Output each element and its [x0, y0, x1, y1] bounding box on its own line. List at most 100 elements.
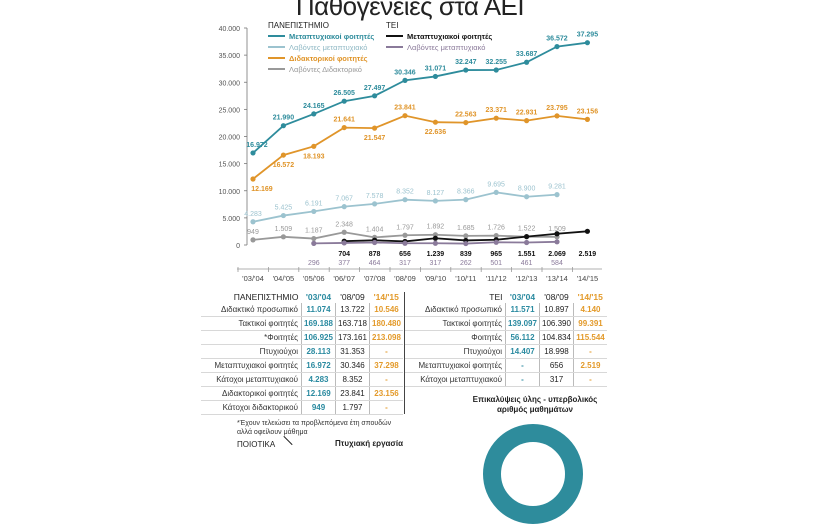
data-point	[280, 123, 286, 129]
data-point	[524, 59, 530, 65]
data-point	[311, 143, 317, 149]
arrow-line	[283, 435, 293, 446]
donut-chart	[483, 424, 583, 524]
university-table: ΠΑΝΕΠΙΣΤΗΜΙΟ '03/'04'08/'09'14/'15 Διδακτι…	[201, 290, 403, 415]
data-label: 262	[460, 260, 472, 267]
data-point	[341, 229, 347, 235]
data-label: 22.931	[516, 110, 538, 117]
data-point	[463, 119, 469, 126]
data-label: 5.425	[275, 205, 293, 212]
data-point	[554, 43, 560, 50]
table-cell: 11.571	[505, 303, 540, 317]
data-point	[584, 40, 591, 46]
data-point	[372, 239, 378, 246]
series-line	[252, 114, 588, 180]
table-cell: 99.391	[573, 316, 607, 331]
data-label: 31.071	[425, 65, 447, 72]
data-label: 1.685	[457, 225, 475, 232]
section-label: ΠΟΙΟΤΙΚΑ	[237, 440, 276, 449]
table-cell: 18.998	[539, 344, 574, 359]
x-tick-label: '08/'09	[394, 274, 416, 283]
row-label: Κάτοχοι μεταπτυχιακού	[201, 372, 302, 387]
x-tick-label: '10/'11	[455, 274, 476, 283]
data-point	[463, 240, 469, 247]
data-label: 2.519	[579, 251, 597, 258]
data-label: 2.069	[548, 251, 566, 258]
table-cell: 10.546	[369, 303, 403, 317]
table-cell: 106.925	[301, 330, 336, 345]
x-tick-label: '11/'12	[486, 274, 507, 283]
x-tick-label: '14/'15	[577, 274, 599, 283]
data-point	[524, 239, 530, 246]
table-row: Κάτοχοι διδακτορικού 949 1.797-	[201, 400, 403, 415]
y-tick-label: 20.000	[219, 135, 241, 142]
table-cell: 2.519	[573, 358, 607, 373]
table-row: Μεταπτυχιακοί φοιτητές -656 2.519	[405, 358, 607, 373]
data-label: 656	[399, 251, 411, 258]
data-label: 8.127	[427, 190, 445, 197]
table-cell: 4.283	[301, 372, 336, 387]
table-divider	[404, 292, 405, 414]
data-point	[493, 67, 499, 73]
data-point	[554, 231, 560, 237]
data-point	[463, 233, 469, 239]
data-label: 1.239	[427, 251, 445, 258]
data-label: 839	[460, 251, 472, 258]
table-row: Διδακτορικοί φοιτητές 12.169 23.841 23.156	[201, 386, 403, 401]
data-label: 1.509	[548, 226, 566, 233]
table-row: Κάτοχοι μεταπτυχιακού 4.283 8.352-	[201, 372, 403, 387]
section-label: Πτυχιακή εργασία	[335, 439, 404, 448]
row-label: *Φοιτητές	[201, 330, 302, 345]
table-header-cell: ΤΕΙ	[489, 291, 503, 302]
tei-table: ΤΕΙ '03/'04'08/'09'14/'15 Διδακτικό προσωπ…	[405, 290, 607, 387]
data-label: 32.255	[485, 59, 507, 66]
data-label: 317	[399, 260, 411, 267]
table-cell: -	[369, 372, 403, 387]
legend-label: Λαβόντες μεταπτυχιακό	[289, 43, 367, 52]
data-point	[372, 93, 378, 99]
table-cell: 139.097	[505, 316, 540, 331]
data-label: 7.578	[366, 193, 384, 200]
table-cell: 12.169	[301, 386, 336, 401]
table-header-cell: '14/'15	[577, 291, 603, 302]
data-label: 12.169	[251, 186, 273, 193]
row-label: Μεταπτυχιακοί φοιτητές	[405, 358, 506, 373]
data-point	[250, 150, 256, 156]
table-row: Τακτικοί φοιτητές 139.097 106.390 99.391	[405, 316, 607, 331]
data-label: 27.497	[364, 85, 386, 92]
row-label: Τακτικοί φοιτητές	[201, 316, 302, 331]
data-label: 1.797	[396, 224, 414, 231]
legend-label: Λαβόντες μεταπτυχιακό	[407, 43, 485, 52]
table-header-cell: '08/'09	[340, 291, 365, 302]
row-label: Διδακτικό προσωπικό	[201, 303, 302, 317]
table-cell: 180.480	[369, 316, 403, 331]
row-label: Διδακτορικοί φοιτητές	[201, 386, 302, 401]
data-point	[584, 116, 591, 122]
data-label: 878	[369, 251, 381, 258]
legend-group-label: ΠΑΝΕΠΙΣΤΗΜΙΟ	[268, 21, 329, 30]
table-row: Μεταπτυχιακοί φοιτητές 16.972 30.346 37.298	[201, 358, 403, 373]
table-row: Φοιτητές 56.112 104.834 115.544	[405, 330, 607, 345]
data-point	[372, 125, 378, 131]
data-label: 9.695	[487, 181, 505, 188]
legend-label: Λαβόντες Διδακτορικό	[289, 65, 362, 74]
table-cell: 28.113	[301, 344, 336, 359]
x-tick-label: '05/'06	[303, 274, 325, 283]
data-label: 21.547	[364, 135, 386, 142]
table-row: Πτυχιούχοι 14.407 18.998-	[405, 344, 607, 359]
table-cell: -	[573, 372, 607, 387]
page-title: Παθογένειες στα ΑΕΙ	[295, 0, 525, 21]
data-label: 21.990	[273, 115, 295, 122]
data-label: 1.187	[305, 228, 323, 235]
data-label: 1.551	[518, 251, 536, 258]
data-label: 1.522	[518, 226, 536, 233]
data-label: 1.726	[487, 225, 505, 232]
data-point	[524, 194, 530, 200]
data-point	[311, 240, 317, 246]
data-label: 2.348	[335, 221, 353, 228]
series-line	[252, 41, 588, 154]
data-point	[432, 73, 438, 80]
table-cell: 31.353	[335, 344, 370, 359]
data-point	[341, 204, 347, 210]
data-label: 23.795	[546, 105, 568, 112]
